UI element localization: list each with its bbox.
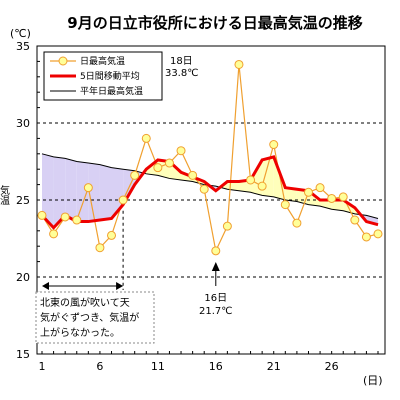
daily-max-point bbox=[211, 246, 221, 256]
note-arrowhead-left bbox=[42, 282, 49, 290]
annotation-day-label: 16日 bbox=[204, 293, 227, 304]
fill-segment bbox=[76, 161, 89, 222]
daily-max-point bbox=[164, 158, 174, 168]
annotation-day-label: 18日 bbox=[170, 56, 193, 67]
daily-max-point bbox=[72, 215, 82, 225]
y-tick-label: 15 bbox=[16, 348, 30, 361]
daily-max-markers bbox=[37, 59, 383, 256]
daily-max-point bbox=[199, 184, 209, 194]
legend-entry-label: 5日間移動平均 bbox=[80, 70, 140, 82]
x-unit-label: (日) bbox=[363, 374, 383, 387]
fill-segment bbox=[99, 164, 112, 221]
daily-max-point bbox=[292, 218, 302, 228]
fill-segment bbox=[88, 163, 100, 222]
fill-segment bbox=[320, 200, 332, 210]
daily-max-point bbox=[95, 243, 105, 253]
fill-segment bbox=[42, 153, 54, 228]
annotation-value-label: 21.7℃ bbox=[199, 306, 233, 317]
fill-segment bbox=[331, 200, 344, 211]
daily-max-point bbox=[130, 170, 140, 180]
y-tick-label: 30 bbox=[16, 117, 30, 130]
note-text-line: 気がぐずつき、気温が bbox=[40, 311, 139, 324]
daily-max-point bbox=[350, 215, 360, 225]
daily-max-point bbox=[222, 221, 232, 231]
daily-max-point bbox=[176, 146, 186, 156]
moving-average-line bbox=[40, 155, 379, 230]
y-tick-label: 20 bbox=[16, 271, 30, 284]
note-arrowhead-right bbox=[116, 282, 124, 290]
legend-entry-label: 日最高気温 bbox=[80, 55, 125, 67]
fill-segment bbox=[53, 156, 66, 228]
note-text-line: 上がらなかった。 bbox=[40, 326, 120, 339]
daily-max-point bbox=[327, 193, 337, 203]
daily-max-point bbox=[188, 170, 198, 180]
fill-segment bbox=[262, 156, 274, 197]
daily-max-point bbox=[83, 183, 93, 193]
daily-max-point bbox=[257, 181, 267, 191]
daily-max-point bbox=[141, 133, 151, 143]
x-tick-label: 1 bbox=[39, 360, 46, 373]
legend-entry-label: 平年日最高気温 bbox=[80, 85, 143, 97]
chart-title: 9月の日立市役所における日最高気温の推移 bbox=[67, 14, 362, 32]
y-axis-label: 気温 bbox=[0, 184, 10, 205]
daily-max-point bbox=[338, 192, 348, 202]
daily-max-point bbox=[153, 163, 163, 173]
y-unit-label: (℃) bbox=[10, 27, 31, 40]
daily-max-point bbox=[361, 232, 371, 242]
daily-max-point bbox=[234, 59, 244, 69]
daily-max-point bbox=[118, 195, 128, 205]
legend-marker-daily bbox=[58, 56, 68, 66]
plot-frame bbox=[36, 45, 386, 355]
fill-segment bbox=[285, 187, 297, 202]
daily-max-point bbox=[280, 200, 290, 210]
daily-max-point bbox=[37, 210, 47, 220]
x-tick-label: 16 bbox=[209, 360, 223, 373]
y-axis-title: 気温 bbox=[0, 184, 10, 205]
daily-max-point bbox=[269, 140, 279, 150]
x-tick-label: 11 bbox=[151, 360, 165, 373]
fill-segment bbox=[65, 158, 77, 222]
x-tick-label: 26 bbox=[325, 360, 339, 373]
daily-max-point bbox=[49, 229, 59, 239]
x-tick-label: 6 bbox=[96, 360, 103, 373]
y-tick-label: 35 bbox=[16, 40, 30, 53]
annotation-arrowhead bbox=[211, 262, 220, 271]
daily-max-point bbox=[315, 183, 325, 193]
daily-max-point bbox=[303, 187, 313, 197]
daily-max-point bbox=[107, 230, 117, 240]
daily-max-point bbox=[373, 229, 383, 239]
y-tick-label: 25 bbox=[16, 194, 30, 207]
note-frame bbox=[35, 291, 155, 344]
daily-max-point bbox=[60, 212, 70, 222]
fill-areas bbox=[42, 153, 378, 228]
x-tick-label: 21 bbox=[267, 360, 281, 373]
annotation-value-label: 33.8℃ bbox=[165, 68, 199, 79]
daily-max-point bbox=[246, 175, 256, 185]
note-text-line: 北東の風が吹いて天 bbox=[40, 296, 130, 309]
